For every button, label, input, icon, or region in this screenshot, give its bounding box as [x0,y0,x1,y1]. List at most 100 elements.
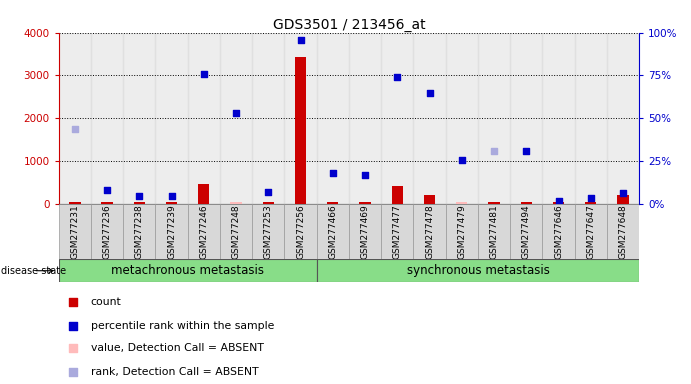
Point [553,198,564,204]
Bar [220,204,252,259]
Bar [446,33,478,204]
Bar [520,202,532,204]
Text: GSM277481: GSM277481 [489,204,499,259]
Bar [155,33,188,204]
Point [618,190,629,196]
Point [102,187,113,194]
Bar [91,204,123,259]
Point [295,37,306,43]
Title: GDS3501 / 213456_at: GDS3501 / 213456_at [273,18,425,31]
Bar [316,33,349,204]
Bar [413,33,446,204]
Text: disease state: disease state [1,266,66,276]
Bar [155,204,188,259]
Text: GSM277466: GSM277466 [328,204,337,259]
Bar [359,202,370,204]
Text: GSM277256: GSM277256 [296,204,305,259]
Bar [220,33,252,204]
Bar [392,187,403,204]
Point [198,71,209,77]
Bar [349,33,381,204]
Text: GSM277246: GSM277246 [199,204,209,259]
Bar [59,259,316,282]
Bar [316,204,349,259]
Bar [123,33,155,204]
Text: synchronous metastasis: synchronous metastasis [406,264,549,277]
Bar [478,33,510,204]
Point [166,193,177,199]
Bar [585,202,596,204]
Text: GSM277478: GSM277478 [425,204,434,259]
Point [424,90,435,96]
Text: count: count [91,297,122,307]
Bar [188,204,220,259]
Point [392,74,403,80]
Text: GSM277236: GSM277236 [102,204,112,259]
Point [263,189,274,195]
Point [231,110,242,116]
Bar [607,204,639,259]
Bar [381,204,413,259]
Bar [59,204,91,259]
Point [134,194,145,200]
Bar [252,33,285,204]
Text: GSM277248: GSM277248 [231,204,240,259]
Bar [166,202,177,204]
Point [68,345,79,351]
Text: percentile rank within the sample: percentile rank within the sample [91,321,274,331]
Point [68,323,79,329]
Bar [230,202,242,204]
Text: GSM277494: GSM277494 [522,204,531,259]
Point [328,170,339,176]
Bar [510,204,542,259]
Text: GSM277479: GSM277479 [457,204,466,259]
Text: value, Detection Call = ABSENT: value, Detection Call = ABSENT [91,343,263,353]
Text: GSM277238: GSM277238 [135,204,144,259]
Bar [316,259,639,282]
Text: GSM277648: GSM277648 [618,204,627,259]
Point [359,172,370,179]
Bar [381,33,413,204]
Point [489,148,500,154]
Bar [542,204,575,259]
Bar [478,204,510,259]
Bar [69,202,80,204]
Bar [198,184,209,204]
Point [521,148,532,154]
Bar [542,33,575,204]
Bar [285,33,316,204]
Bar [59,33,91,204]
Point [456,157,467,163]
Bar [295,57,306,204]
Bar [617,195,629,204]
Bar [575,33,607,204]
Bar [510,33,542,204]
Bar [102,202,113,204]
Bar [553,202,564,204]
Bar [424,195,435,204]
Bar [607,33,639,204]
Bar [575,204,607,259]
Bar [252,204,285,259]
Bar [263,202,274,204]
Bar [456,202,467,204]
Point [69,126,80,132]
Bar [413,204,446,259]
Text: GSM277469: GSM277469 [361,204,370,259]
Text: GSM277253: GSM277253 [264,204,273,259]
Bar [133,202,145,204]
Bar [349,204,381,259]
Bar [489,202,500,204]
Text: GSM277231: GSM277231 [70,204,79,259]
Bar [446,204,478,259]
Text: rank, Detection Call = ABSENT: rank, Detection Call = ABSENT [91,367,258,377]
Text: GSM277477: GSM277477 [392,204,402,259]
Bar [123,204,155,259]
Bar [285,204,316,259]
Point [68,369,79,375]
Text: GSM277647: GSM277647 [586,204,596,259]
Text: GSM277646: GSM277646 [554,204,563,259]
Point [585,195,596,201]
Bar [91,33,123,204]
Text: metachronous metastasis: metachronous metastasis [111,264,264,277]
